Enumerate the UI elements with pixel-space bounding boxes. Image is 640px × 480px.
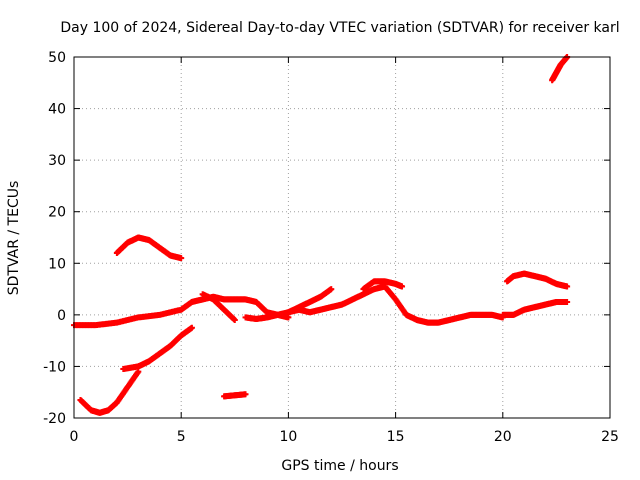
series-track-8 <box>285 286 335 316</box>
x-axis-label: GPS time / hours <box>281 458 398 474</box>
chart-title: Day 100 of 2024, Sidereal Day-to-day VTE… <box>60 20 619 36</box>
x-tick-label: 5 <box>177 429 186 445</box>
x-tick-label: 0 <box>70 429 79 445</box>
series-track-3 <box>77 368 142 416</box>
y-tick-label: 30 <box>48 153 66 169</box>
y-tick-label: 50 <box>48 50 66 66</box>
data-point-marker <box>285 314 292 321</box>
series-track-6 <box>199 291 238 324</box>
grid-lines <box>74 57 610 418</box>
x-tick-label: 15 <box>387 429 405 445</box>
data-point-marker <box>328 286 335 293</box>
series-track-10 <box>504 270 571 290</box>
plot-frame <box>73 56 611 419</box>
series-track-11 <box>499 298 571 318</box>
data-point-marker <box>564 298 571 305</box>
data-point-marker <box>564 283 571 290</box>
y-tick-label: 10 <box>48 256 66 272</box>
series-track-5 <box>221 391 249 400</box>
data-point-marker <box>178 255 185 262</box>
x-axis-ticks: 0 5 10 15 20 25 <box>70 57 619 445</box>
y-tick-label: -20 <box>43 411 66 427</box>
data-series <box>71 54 571 416</box>
data-point-marker <box>188 324 195 331</box>
data-point-marker <box>242 391 249 398</box>
y-tick-label: 0 <box>57 308 66 324</box>
x-tick-label: 20 <box>494 429 512 445</box>
series-track-7 <box>242 311 292 322</box>
series-track-9 <box>360 278 406 293</box>
series-track-4 <box>120 324 195 373</box>
data-point-marker <box>135 368 142 375</box>
y-tick-label: -10 <box>43 359 66 375</box>
series-track-12 <box>549 54 571 84</box>
x-tick-label: 25 <box>601 429 619 445</box>
x-tick-label: 10 <box>279 429 297 445</box>
y-axis-ticks: -20 -10 0 10 20 30 40 50 <box>43 50 610 427</box>
series-track-2 <box>113 234 185 262</box>
y-tick-label: 40 <box>48 102 66 118</box>
data-point-marker <box>399 283 406 290</box>
data-point-marker <box>231 317 238 324</box>
y-axis-label: SDTVAR / TECUs <box>6 181 22 296</box>
y-tick-label: 20 <box>48 205 66 221</box>
